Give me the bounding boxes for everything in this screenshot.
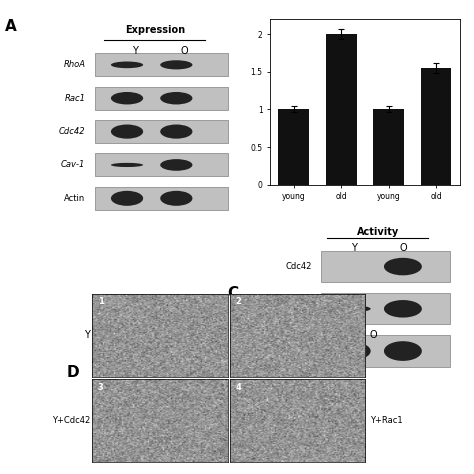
Text: O: O — [399, 243, 407, 253]
Bar — [278, 109, 309, 185]
FancyBboxPatch shape — [95, 187, 228, 210]
Text: A: A — [5, 18, 17, 34]
FancyBboxPatch shape — [95, 120, 228, 143]
Ellipse shape — [111, 92, 143, 104]
Ellipse shape — [160, 92, 192, 104]
Ellipse shape — [111, 163, 143, 167]
Text: Y: Y — [132, 46, 137, 56]
FancyBboxPatch shape — [95, 87, 228, 109]
Text: 2: 2 — [235, 297, 241, 306]
Ellipse shape — [384, 300, 422, 318]
Text: Cdc42: Cdc42 — [59, 127, 85, 136]
Ellipse shape — [384, 341, 422, 361]
Ellipse shape — [384, 258, 422, 275]
FancyBboxPatch shape — [321, 251, 450, 282]
Ellipse shape — [337, 342, 371, 360]
Text: Y+Rac1: Y+Rac1 — [370, 416, 403, 425]
Ellipse shape — [111, 191, 143, 206]
Ellipse shape — [160, 191, 192, 206]
Bar — [326, 34, 356, 185]
Text: Rho: Rho — [295, 346, 312, 356]
Text: Y+Cdc42: Y+Cdc42 — [52, 416, 90, 425]
Text: Rac: Rac — [296, 304, 312, 313]
Text: Rac1: Rac1 — [64, 94, 85, 103]
FancyBboxPatch shape — [321, 293, 450, 325]
Ellipse shape — [160, 60, 192, 69]
Text: D: D — [66, 365, 79, 380]
Text: Activity: Activity — [357, 228, 400, 237]
Text: Y: Y — [351, 243, 356, 253]
Text: 4: 4 — [235, 383, 241, 392]
FancyBboxPatch shape — [321, 336, 450, 367]
Text: Cdc42: Cdc42 — [285, 262, 312, 271]
Text: O: O — [369, 330, 377, 340]
Ellipse shape — [111, 125, 143, 139]
Text: RhoA: RhoA — [64, 60, 85, 69]
FancyBboxPatch shape — [95, 154, 228, 176]
Text: C: C — [228, 286, 238, 301]
Text: Y: Y — [84, 330, 90, 340]
Ellipse shape — [337, 306, 371, 312]
Text: Cav-1: Cav-1 — [61, 161, 85, 169]
Bar — [420, 68, 451, 185]
Ellipse shape — [160, 159, 192, 171]
Ellipse shape — [160, 125, 192, 139]
Bar — [373, 109, 404, 185]
Ellipse shape — [111, 62, 143, 68]
Text: Actin: Actin — [64, 194, 85, 203]
Text: Expression: Expression — [126, 25, 185, 35]
Text: 3: 3 — [98, 383, 104, 392]
Text: O: O — [180, 46, 188, 56]
Text: 1: 1 — [98, 297, 104, 306]
FancyBboxPatch shape — [95, 54, 228, 76]
